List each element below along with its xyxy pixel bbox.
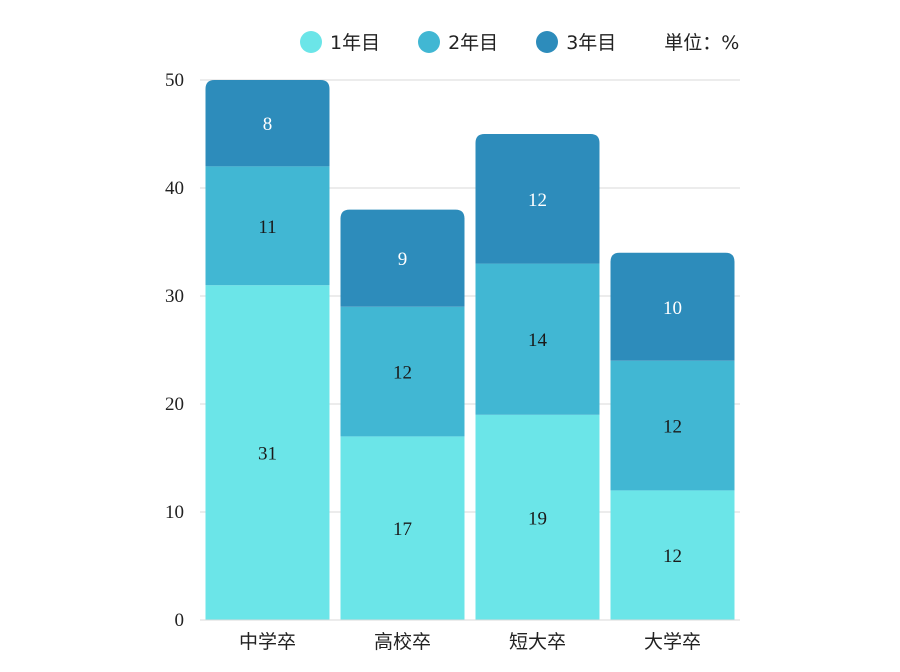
data-label: 14 — [528, 330, 548, 351]
x-category-label: 大学卒 — [644, 631, 701, 653]
data-label: 12 — [663, 546, 682, 567]
x-category-label: 高校卒 — [374, 631, 431, 653]
data-label: 12 — [393, 363, 412, 384]
legend-item-year3: 3年目 — [536, 28, 616, 55]
bar-segment — [205, 166, 330, 286]
data-label: 8 — [263, 114, 273, 135]
data-label: 17 — [393, 519, 412, 540]
bar-segment — [205, 80, 330, 167]
bar-segment — [610, 490, 735, 620]
legend-swatch-year3 — [536, 30, 559, 53]
legend-swatch-year1 — [300, 30, 322, 53]
data-label: 9 — [398, 249, 408, 270]
bar-segment — [610, 360, 735, 491]
y-tick-label: 50 — [165, 70, 184, 91]
bar-segment — [475, 134, 600, 264]
y-tick-label: 0 — [175, 610, 185, 631]
x-category-label: 中学卒 — [239, 631, 296, 653]
data-label: 19 — [528, 508, 547, 529]
x-axis: 中学卒 高校卒 短大卒 大学卒 — [200, 619, 740, 653]
bar-segment — [205, 285, 330, 620]
data-label: 10 — [663, 298, 682, 319]
unit-label: 単位：% — [664, 32, 740, 54]
bar-segment — [475, 414, 600, 620]
legend-swatch-year2 — [418, 30, 441, 53]
bar-segment — [340, 306, 465, 437]
y-tick-label: 30 — [165, 286, 184, 307]
legend: 1年目 2年目 3年目 単位：% — [300, 28, 739, 55]
bars: 31 11 8 17 12 9 19 14 12 12 12 10 — [205, 80, 735, 620]
bar-segment — [475, 263, 600, 415]
y-tick-label: 10 — [165, 502, 184, 523]
x-category-label: 短大卒 — [509, 631, 566, 653]
legend-label-year1: 1年目 — [330, 32, 381, 54]
data-label: 12 — [528, 190, 547, 211]
data-label: 31 — [258, 444, 277, 465]
legend-item-year2: 2年目 — [418, 28, 498, 55]
data-label: 12 — [663, 417, 682, 438]
y-tick-label: 20 — [165, 394, 184, 415]
bar-segment — [610, 252, 735, 361]
bar-segment — [340, 436, 465, 620]
data-label: 11 — [258, 217, 276, 238]
y-tick-label: 40 — [165, 178, 184, 199]
legend-label-year2: 2年目 — [448, 32, 499, 54]
legend-label-year3: 3年目 — [566, 32, 617, 54]
y-axis: 0 10 20 30 40 50 — [165, 70, 184, 631]
bar-segment — [340, 209, 465, 307]
legend-item-year1: 1年目 — [300, 28, 380, 55]
